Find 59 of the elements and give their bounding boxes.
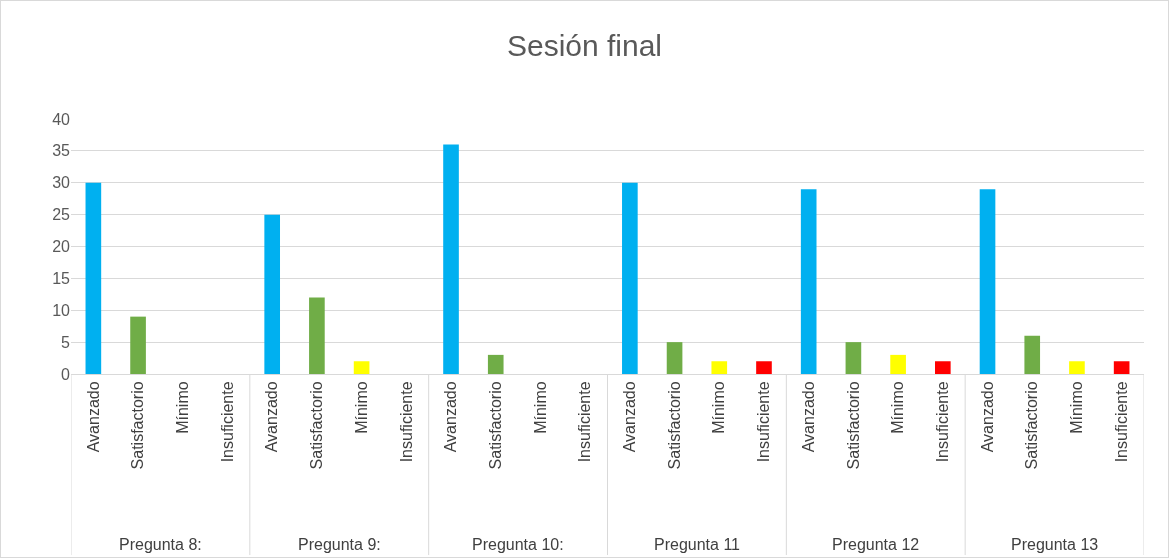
x-tick-label: Avanzado <box>442 381 460 453</box>
y-tick-label: 25 <box>52 206 71 224</box>
bar <box>756 361 772 374</box>
y-tick-label: 15 <box>52 269 71 287</box>
x-tick-label: Avanzado <box>799 381 817 453</box>
text: Pregunta 9: <box>298 536 381 553</box>
x-tick-label: Insuficiente <box>755 381 773 463</box>
bar <box>934 361 951 374</box>
y-tick-label: 0 <box>61 365 71 383</box>
x-tick-label: Satisfactorio <box>1023 381 1041 470</box>
x-tick-label: Satisfactorio <box>665 381 683 470</box>
x-tick-label: Insuficiente <box>934 381 952 463</box>
y-tick-label: 5 <box>61 333 71 351</box>
x-tick-label: Satisfactorio <box>129 381 147 470</box>
bar <box>309 297 325 374</box>
bar <box>890 354 906 374</box>
x-tick-label: Satisfactorio <box>844 381 862 470</box>
x-tick-label: Avanzado <box>978 381 996 453</box>
y-tick-label: 40 <box>52 110 71 128</box>
bar <box>130 316 146 374</box>
x-tick-label: Satisfactorio <box>308 381 326 470</box>
bar <box>711 361 728 374</box>
y-tick-label: 30 <box>52 174 71 192</box>
bar <box>1069 361 1085 374</box>
bar <box>85 182 102 374</box>
bar <box>264 214 281 374</box>
x-tick-label: Avanzado <box>621 381 639 453</box>
bar <box>845 342 862 374</box>
bar <box>622 182 638 374</box>
text: Pregunta 12 <box>832 536 920 553</box>
x-tick-label: Mínimo <box>352 381 370 434</box>
bar <box>1113 361 1130 374</box>
text: Pregunta 13 <box>1011 536 1099 553</box>
y-tick-label: 10 <box>52 301 71 319</box>
bar <box>800 189 817 374</box>
y-tick-label: 35 <box>52 142 71 160</box>
y-tick-label: 20 <box>52 238 71 256</box>
text: Pregunta 8: <box>119 536 202 553</box>
x-tick-label: Avanzado <box>263 381 281 453</box>
x-tick-label: Insuficiente <box>218 381 236 463</box>
x-tick-label: Mínimo <box>710 381 728 434</box>
x-tick-label: Mínimo <box>173 381 191 434</box>
bar <box>979 189 996 374</box>
x-tick-label: Insuficiente <box>576 381 594 463</box>
x-tick-label: Avanzado <box>84 381 102 453</box>
bar <box>487 354 504 374</box>
bar <box>353 361 370 374</box>
text: Pregunta 11 <box>654 536 741 553</box>
text: Pregunta 10: <box>472 536 564 553</box>
bar <box>443 144 459 374</box>
bar <box>666 342 683 374</box>
bar <box>1024 335 1041 374</box>
x-tick-label: Mínimo <box>1068 381 1086 434</box>
chart-title: Sesión final <box>506 28 663 62</box>
x-tick-label: Mínimo <box>531 381 549 434</box>
x-tick-label: Insuficiente <box>1112 381 1130 463</box>
x-tick-label: Satisfactorio <box>486 381 504 470</box>
x-tick-label: Insuficiente <box>397 381 415 463</box>
x-tick-label: Mínimo <box>889 381 907 434</box>
